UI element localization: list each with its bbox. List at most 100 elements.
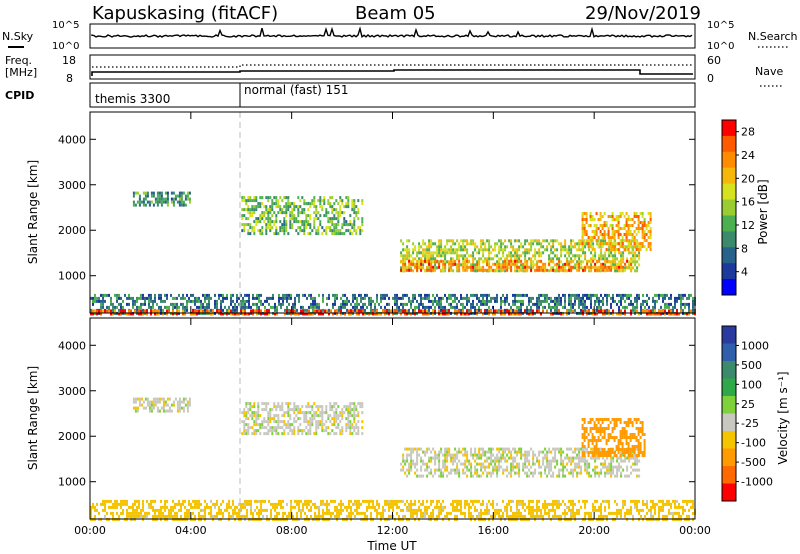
heatmap-cell bbox=[452, 453, 455, 457]
heatmap-cell bbox=[498, 465, 501, 469]
heatmap-cell bbox=[265, 217, 268, 221]
heatmap-cell bbox=[615, 248, 618, 251]
heatmap-cell bbox=[335, 426, 338, 430]
heatmap-cell bbox=[166, 397, 169, 401]
heatmap-cell bbox=[578, 453, 581, 457]
heatmap-cell bbox=[684, 305, 686, 309]
heatmap-cell bbox=[394, 296, 396, 300]
heatmap-cell bbox=[256, 293, 258, 297]
heatmap-cell bbox=[592, 468, 595, 472]
heatmap-cell bbox=[253, 411, 256, 415]
heatmap-cell bbox=[578, 302, 580, 306]
heatmap-cell bbox=[289, 426, 292, 430]
heatmap-cell bbox=[418, 309, 420, 313]
heatmap-cell bbox=[343, 411, 346, 415]
heatmap-cell bbox=[600, 468, 603, 472]
heatmap-cell bbox=[534, 251, 537, 255]
heatmap-cell bbox=[146, 397, 149, 401]
heatmap-cell bbox=[142, 400, 145, 404]
heatmap-cell bbox=[134, 406, 137, 410]
heatmap-cell bbox=[614, 465, 617, 469]
heatmap-cell bbox=[260, 309, 262, 313]
heatmap-cell bbox=[586, 265, 589, 269]
heatmap-cell bbox=[290, 296, 292, 300]
heatmap-cell bbox=[641, 230, 644, 233]
heatmap-cell bbox=[232, 508, 234, 512]
heatmap-cell bbox=[315, 217, 318, 221]
heatmap-cell bbox=[643, 230, 646, 233]
heatmap-cell bbox=[625, 224, 628, 227]
heatmap-cell bbox=[587, 245, 590, 248]
heatmap-cell bbox=[564, 465, 567, 469]
heatmap-cell bbox=[500, 465, 503, 469]
heatmap-cell bbox=[506, 257, 509, 261]
heatmap-cell bbox=[516, 462, 519, 466]
heatmap-cell bbox=[267, 414, 270, 418]
heatmap-cell bbox=[512, 459, 515, 463]
heatmap-cell bbox=[510, 468, 513, 472]
heatmap-cell bbox=[345, 229, 348, 233]
heatmap-cell bbox=[564, 262, 567, 266]
heatmap-cell bbox=[230, 312, 232, 316]
heatmap-cell bbox=[584, 245, 587, 249]
heatmap-cell bbox=[292, 302, 294, 306]
heatmap-cell bbox=[341, 199, 344, 203]
heatmap-cell bbox=[276, 312, 278, 316]
heatmap-cell bbox=[263, 214, 266, 218]
heatmap-cell bbox=[594, 456, 597, 460]
heatmap-cell bbox=[560, 248, 563, 252]
heatmap-cell bbox=[299, 229, 302, 233]
colorbar-swatch bbox=[722, 279, 736, 296]
heatmap-cell bbox=[472, 239, 475, 243]
heatmap-cell bbox=[572, 450, 575, 454]
heatmap-cell bbox=[554, 302, 556, 306]
heatmap-cell bbox=[138, 197, 141, 201]
heatmap-cell bbox=[652, 296, 654, 300]
heatmap-cell bbox=[528, 265, 531, 269]
heatmap-cell bbox=[540, 450, 543, 454]
heatmap-cell bbox=[570, 293, 572, 297]
heatmap-cell bbox=[228, 309, 230, 313]
heatmap-cell bbox=[142, 502, 144, 506]
heatmap-cell bbox=[602, 296, 604, 300]
heatmap-cell bbox=[476, 262, 479, 266]
heatmap-cell bbox=[291, 226, 294, 230]
heatmap-cell bbox=[586, 293, 588, 297]
heatmap-cell bbox=[206, 302, 208, 306]
heatmap-cell bbox=[604, 471, 607, 475]
heatmap-cell bbox=[514, 447, 517, 451]
heatmap-cell bbox=[154, 299, 156, 303]
heatmap-cell bbox=[676, 296, 678, 300]
heatmap-cell bbox=[583, 418, 586, 421]
heatmap-cell bbox=[164, 505, 166, 509]
heatmap-cell bbox=[339, 420, 342, 424]
heatmap-cell bbox=[293, 202, 296, 206]
heatmap-cell bbox=[640, 302, 642, 306]
heatmap-cell bbox=[625, 236, 628, 239]
heatmap-cell bbox=[355, 426, 358, 430]
heatmap-cell bbox=[297, 211, 300, 215]
heatmap-cell bbox=[580, 465, 583, 469]
heatmap-cell bbox=[458, 257, 461, 261]
heatmap-cell bbox=[630, 302, 632, 306]
heatmap-cell bbox=[418, 447, 421, 451]
heatmap-cell bbox=[94, 299, 96, 303]
heatmap-cell bbox=[488, 471, 491, 475]
heatmap-cell bbox=[416, 268, 419, 272]
heatmap-cell bbox=[140, 514, 142, 518]
heatmap-cell bbox=[512, 262, 515, 266]
heatmap-cell bbox=[590, 251, 593, 255]
heatmap-cell bbox=[287, 208, 290, 212]
heatmap-cell bbox=[572, 474, 575, 478]
heatmap-cell bbox=[538, 293, 540, 297]
heatmap-cell bbox=[292, 309, 294, 313]
heatmap-cell bbox=[313, 223, 316, 227]
heatmap-cell bbox=[240, 299, 242, 303]
heatmap-cell bbox=[303, 417, 306, 421]
heatmap-cell bbox=[518, 260, 521, 264]
heatmap-cell bbox=[440, 299, 442, 303]
heatmap-cell bbox=[426, 312, 428, 316]
heatmap-cell bbox=[341, 411, 344, 415]
